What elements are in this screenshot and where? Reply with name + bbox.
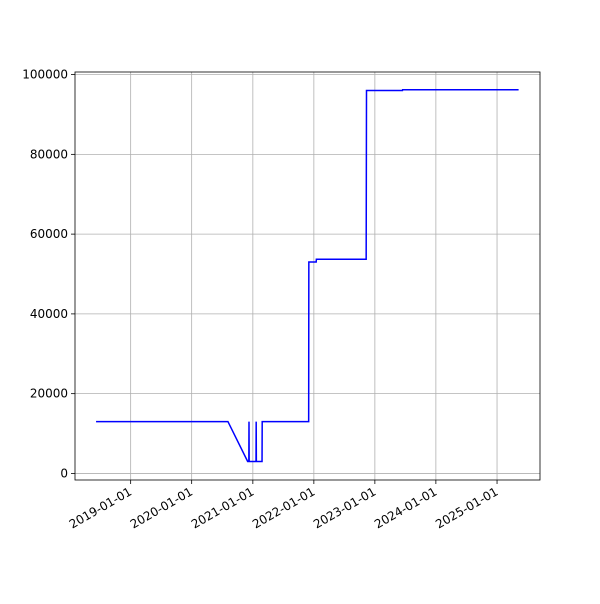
y-tick-label: 100000 bbox=[22, 68, 68, 82]
plot-frame bbox=[74, 71, 541, 481]
x-tick-label: 2021-01-01 bbox=[189, 484, 256, 531]
y-tick-label: 80000 bbox=[30, 147, 68, 161]
y-tick-label: 0 bbox=[60, 466, 68, 480]
y-tick-label: 20000 bbox=[30, 387, 68, 401]
x-tick-label: 2025-01-01 bbox=[433, 484, 500, 531]
line bbox=[96, 88, 519, 463]
x-tick-label: 2023-01-01 bbox=[311, 484, 378, 531]
x-tick-label: 2022-01-01 bbox=[250, 484, 317, 531]
x-tick-label: 2019-01-01 bbox=[67, 484, 134, 531]
x-tick-label: 2020-01-01 bbox=[128, 484, 195, 531]
y-tick-label: 40000 bbox=[30, 307, 68, 321]
x-tick-label: 2024-01-01 bbox=[372, 484, 439, 531]
y-tick-label: 60000 bbox=[30, 227, 68, 241]
